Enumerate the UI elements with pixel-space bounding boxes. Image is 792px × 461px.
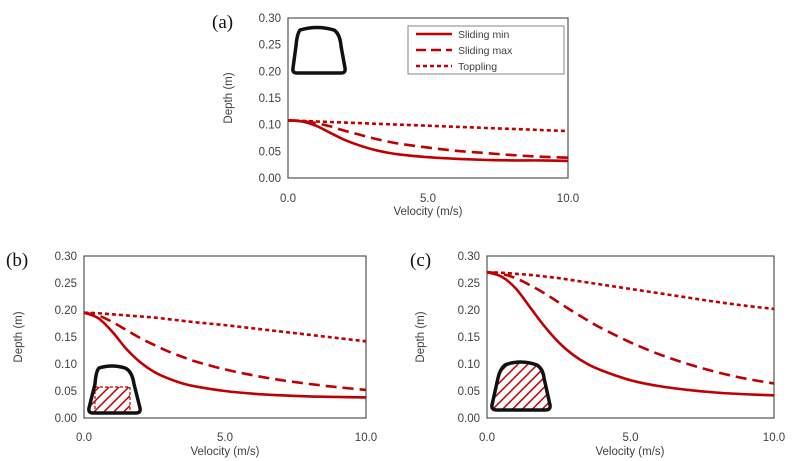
x-tick-label: 10.0 <box>763 432 785 444</box>
legend-label-sliding-max: Sliding max <box>458 45 513 57</box>
x-tick-label: 5.0 <box>217 432 233 444</box>
x-tick-label: 5.0 <box>420 193 436 205</box>
y-tick-label: 0.20 <box>55 305 77 317</box>
y-tick-label: 0.00 <box>55 413 77 425</box>
y-tick-label: 0.10 <box>55 359 77 371</box>
x-tick-label: 0.0 <box>76 432 92 444</box>
y-axis-label: Depth (m) <box>13 311 25 362</box>
plot-frame <box>486 255 775 419</box>
y-tick-label: 0.30 <box>259 13 281 25</box>
y-tick-label: 0.00 <box>259 173 281 185</box>
y-tick-label: 0.15 <box>458 332 480 344</box>
series-line-sliding-max <box>83 311 367 392</box>
series-line-toppling <box>83 311 367 343</box>
series-line-toppling <box>287 119 569 133</box>
y-tick-label: 0.25 <box>259 40 281 52</box>
y-tick-label: 0.10 <box>458 359 480 371</box>
y-tick-label: 0.15 <box>55 332 77 344</box>
x-tick-label: 5.0 <box>623 432 639 444</box>
y-axis-label: Depth (m) <box>223 72 235 123</box>
panel-a: 0.00 0.05 0.10 0.15 0.20 0.25 0.30 0.0 5.0 10.0 Ve… <box>223 13 579 218</box>
vehicle-outline-icon <box>291 25 347 75</box>
series-line-sliding-min <box>486 270 775 397</box>
panel-label-a: (a) <box>212 12 233 33</box>
y-axis-label: Depth (m) <box>415 311 427 362</box>
panel-label-c: (c) <box>410 250 431 271</box>
y-tick-label: 0.10 <box>259 120 281 132</box>
x-axis-label: Velocity (m/s) <box>393 206 462 218</box>
legend-label-sliding-min: Sliding min <box>458 29 510 41</box>
x-tick-label: 0.0 <box>479 432 495 444</box>
x-tick-label: 10.0 <box>355 432 377 444</box>
y-tick-label: 0.05 <box>458 386 480 398</box>
panel-b: 0.00 0.05 0.10 0.15 0.20 0.25 0.30 0.0 5.0 10.0 Ve… <box>13 251 377 458</box>
x-tick-label: 0.0 <box>280 193 296 205</box>
panel-label-b: (b) <box>6 250 28 271</box>
vehicle-lower-hatched-icon <box>87 364 142 415</box>
plot-frame <box>83 255 367 419</box>
plot-frame <box>287 17 569 179</box>
legend: Sliding min Sliding max Toppling <box>407 25 565 75</box>
x-tick-label: 10.0 <box>557 193 579 205</box>
y-tick-label: 0.15 <box>259 93 281 105</box>
series-line-sliding-min <box>287 119 569 163</box>
y-tick-label: 0.25 <box>458 278 480 290</box>
y-tick-label: 0.25 <box>55 278 77 290</box>
x-axis-label: Velocity (m/s) <box>595 446 664 458</box>
legend-label-toppling: Toppling <box>458 61 497 73</box>
series-line-toppling <box>486 270 775 311</box>
series-line-sliding-max <box>486 270 775 385</box>
y-tick-label: 0.20 <box>458 305 480 317</box>
y-tick-label: 0.20 <box>259 66 281 78</box>
x-axis-label: Velocity (m/s) <box>190 446 259 458</box>
y-tick-label: 0.00 <box>458 413 480 425</box>
y-tick-label: 0.30 <box>55 251 77 263</box>
y-tick-label: 0.05 <box>55 386 77 398</box>
panel-c: 0.00 0.05 0.10 0.15 0.20 0.25 0.30 0.0 5.0 10.0 Ve… <box>415 251 785 458</box>
y-tick-label: 0.05 <box>259 146 281 158</box>
series-line-sliding-min <box>83 311 367 399</box>
vehicle-fully-hatched-icon <box>490 360 552 412</box>
y-tick-label: 0.30 <box>458 251 480 263</box>
